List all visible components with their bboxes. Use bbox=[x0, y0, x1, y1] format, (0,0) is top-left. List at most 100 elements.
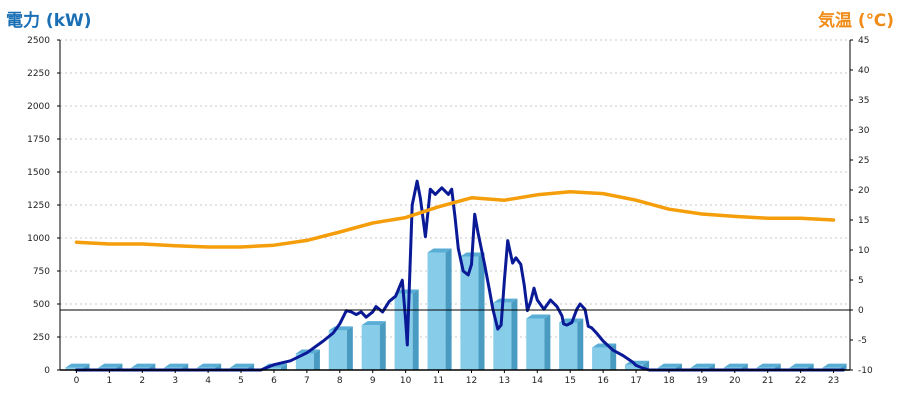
bar-top bbox=[493, 298, 518, 303]
x-tick-label: 14 bbox=[532, 376, 544, 386]
bar-front bbox=[592, 347, 611, 370]
x-tick-label: 15 bbox=[564, 376, 575, 386]
x-tick-label: 13 bbox=[499, 376, 510, 386]
x-tick-label: 7 bbox=[304, 376, 310, 386]
left-axis-title: 電力 (kW) bbox=[6, 11, 92, 31]
bar-side bbox=[676, 363, 683, 370]
bar-side bbox=[379, 321, 386, 370]
left-tick-label: 750 bbox=[33, 267, 50, 277]
bar-top bbox=[526, 314, 551, 319]
bar bbox=[559, 318, 584, 370]
bar-front bbox=[65, 367, 84, 370]
right-tick-label: 35 bbox=[858, 96, 869, 106]
bar-front bbox=[460, 256, 479, 370]
bar-top bbox=[723, 363, 748, 368]
right-axis-title: 気温 (℃) bbox=[817, 11, 894, 31]
bar-side bbox=[511, 298, 518, 370]
x-tick-label: 2 bbox=[139, 376, 145, 386]
right-tick-label: 40 bbox=[858, 66, 870, 76]
x-tick-label: 17 bbox=[630, 376, 641, 386]
bar bbox=[460, 252, 485, 370]
x-tick-label: 3 bbox=[172, 376, 178, 386]
bar-top bbox=[65, 363, 90, 368]
bar-side bbox=[313, 349, 320, 370]
bar-side bbox=[281, 363, 288, 370]
x-tick-label: 0 bbox=[74, 376, 80, 386]
right-tick-label: 30 bbox=[858, 126, 870, 136]
bar-top bbox=[789, 363, 814, 368]
bar-side bbox=[741, 363, 748, 370]
axis-layer: 0 250 500 750 10 0 0 1250 1500 1750 2000 2250 2500 -1… bbox=[27, 36, 873, 386]
bar-side bbox=[445, 248, 452, 370]
temperature-line bbox=[74, 190, 836, 249]
x-tick-label: 9 bbox=[370, 376, 376, 386]
x-tick-label: 16 bbox=[597, 376, 609, 386]
x-tick-label: 6 bbox=[271, 376, 277, 386]
bar-top bbox=[164, 363, 189, 368]
left-tick-label: 1750 bbox=[27, 135, 50, 145]
bar-top bbox=[427, 248, 452, 253]
left-tick-label: 1500 bbox=[27, 168, 50, 178]
bar-side bbox=[544, 314, 551, 370]
right-tick-label: 25 bbox=[858, 156, 869, 166]
bar-front bbox=[624, 364, 644, 370]
left-tick-label: 2000 bbox=[27, 102, 50, 112]
line-layer bbox=[74, 179, 845, 372]
bar-side bbox=[577, 318, 584, 370]
x-tick-label: 11 bbox=[433, 376, 444, 386]
left-tick-label: 250 bbox=[33, 333, 50, 343]
right-tick-label: 45 bbox=[858, 36, 869, 46]
x-tick-label: 23 bbox=[828, 376, 839, 386]
right-tick-label: 15 bbox=[858, 216, 869, 226]
right-tick-label: -10 bbox=[858, 366, 873, 376]
right-tick-label: 10 bbox=[858, 246, 870, 256]
bar-side bbox=[248, 363, 255, 370]
bar-side bbox=[774, 363, 781, 370]
bar-top bbox=[394, 289, 419, 294]
left-tick-label: 500 bbox=[33, 300, 50, 310]
bar-top bbox=[361, 321, 386, 326]
x-tick-label: 4 bbox=[205, 376, 211, 386]
bar-top bbox=[229, 363, 255, 368]
bar-side bbox=[149, 363, 156, 370]
bar-front bbox=[328, 330, 347, 370]
bar bbox=[526, 314, 551, 370]
bar-top bbox=[690, 363, 715, 368]
right-tick-label: 0 bbox=[858, 306, 864, 316]
bar-front bbox=[526, 318, 545, 370]
bar-front bbox=[427, 252, 446, 370]
bar-side bbox=[807, 363, 814, 370]
bar-layer bbox=[65, 248, 847, 370]
bar-side bbox=[840, 363, 847, 370]
bar-top bbox=[657, 363, 683, 368]
bar-top bbox=[197, 363, 222, 368]
x-tick-label: 8 bbox=[337, 376, 343, 386]
left-tick-label: 1250 bbox=[27, 201, 50, 211]
bar-side bbox=[215, 363, 222, 370]
bar-front bbox=[493, 302, 512, 370]
x-tick-label: 22 bbox=[795, 376, 806, 386]
bar-top bbox=[756, 363, 781, 368]
bar-front bbox=[559, 322, 578, 370]
bar-front bbox=[262, 367, 282, 370]
bar-top bbox=[822, 363, 847, 368]
bar-side bbox=[478, 252, 485, 370]
x-tick-label: 5 bbox=[238, 376, 244, 386]
bar-top bbox=[98, 363, 123, 368]
bar-side bbox=[182, 363, 189, 370]
left-tick-label: 2500 bbox=[27, 36, 50, 46]
left-tick-label: 0 bbox=[44, 366, 50, 376]
bar-side bbox=[346, 326, 353, 370]
x-tick-label: 1 bbox=[107, 376, 113, 386]
bar-side bbox=[708, 363, 715, 370]
x-tick-label: 10 bbox=[400, 376, 412, 386]
bar bbox=[493, 298, 518, 370]
x-tick-label: 12 bbox=[466, 376, 477, 386]
bar bbox=[361, 321, 386, 370]
power-line bbox=[75, 179, 845, 372]
bar bbox=[592, 343, 617, 370]
left-tick-label: 2250 bbox=[27, 69, 50, 79]
x-tick-label: 18 bbox=[663, 376, 675, 386]
bar-side bbox=[116, 363, 123, 370]
